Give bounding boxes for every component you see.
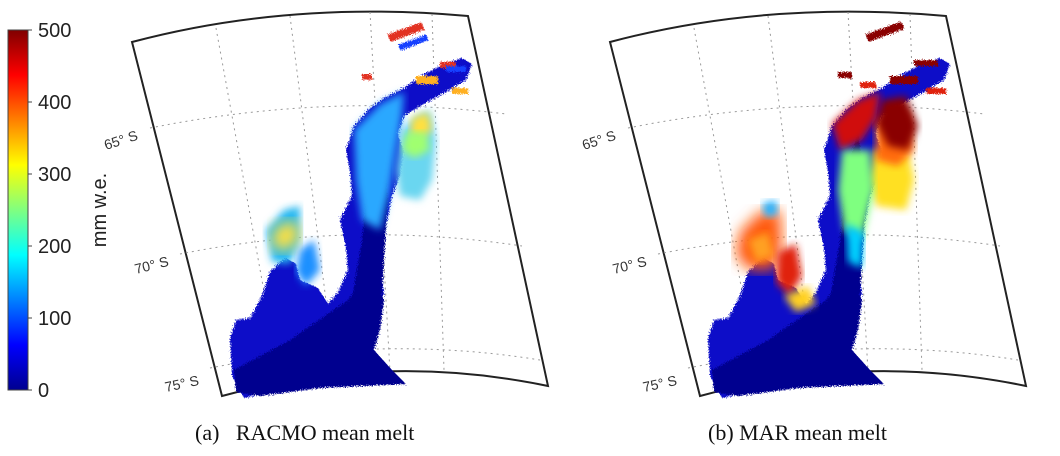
melt-field xyxy=(708,21,950,398)
colorbar-label: mm w.e. xyxy=(89,173,111,247)
caption-b: (b) MAR mean melt xyxy=(708,420,887,445)
map-panel-racmo: 65° S 70° S 75° S (a) RACMO mean melt xyxy=(102,10,550,445)
lat-label-65: 65° S xyxy=(580,127,618,153)
lat-label-75: 75° S xyxy=(641,372,678,395)
melt-field xyxy=(230,22,472,398)
colorbar-tick-label: 100 xyxy=(38,308,71,330)
lat-label-75: 75° S xyxy=(163,372,200,395)
colorbar-tick-label: 400 xyxy=(38,92,71,114)
lat-label-70: 70° S xyxy=(133,253,170,277)
lat-label-65: 65° S xyxy=(102,127,140,153)
caption-a: (a) RACMO mean melt xyxy=(195,420,414,445)
colorbar: 0 100 200 300 400 500 mm w.e. xyxy=(7,20,111,402)
colorbar-tick-label: 500 xyxy=(38,20,71,42)
colorbar-tick-label: 300 xyxy=(38,164,71,186)
colorbar-ticks: 0 100 200 300 400 500 xyxy=(28,20,71,402)
lat-label-70: 70° S xyxy=(611,253,648,277)
colorbar-tick-label: 0 xyxy=(38,380,49,402)
colorbar-tick-label: 200 xyxy=(38,236,71,258)
map-panel-mar: 65° S 70° S 75° S (b) MAR mean melt xyxy=(580,10,1028,445)
colorbar-gradient xyxy=(7,29,29,391)
